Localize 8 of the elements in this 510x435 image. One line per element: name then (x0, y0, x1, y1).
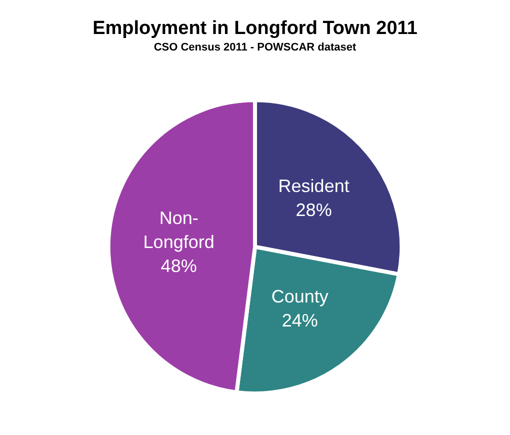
data-label: 28% (296, 200, 332, 220)
slice-label: Resident (278, 176, 350, 196)
chart-subtitle: CSO Census 2011 - POWSCAR dataset (154, 42, 357, 54)
data-label: 24% (282, 310, 318, 331)
data-label: 48% (160, 256, 197, 276)
chart-title: Employment in Longford Town 2011 (92, 18, 418, 39)
slice-label: Non-Longford (143, 208, 214, 252)
slice-label: County (271, 286, 328, 307)
